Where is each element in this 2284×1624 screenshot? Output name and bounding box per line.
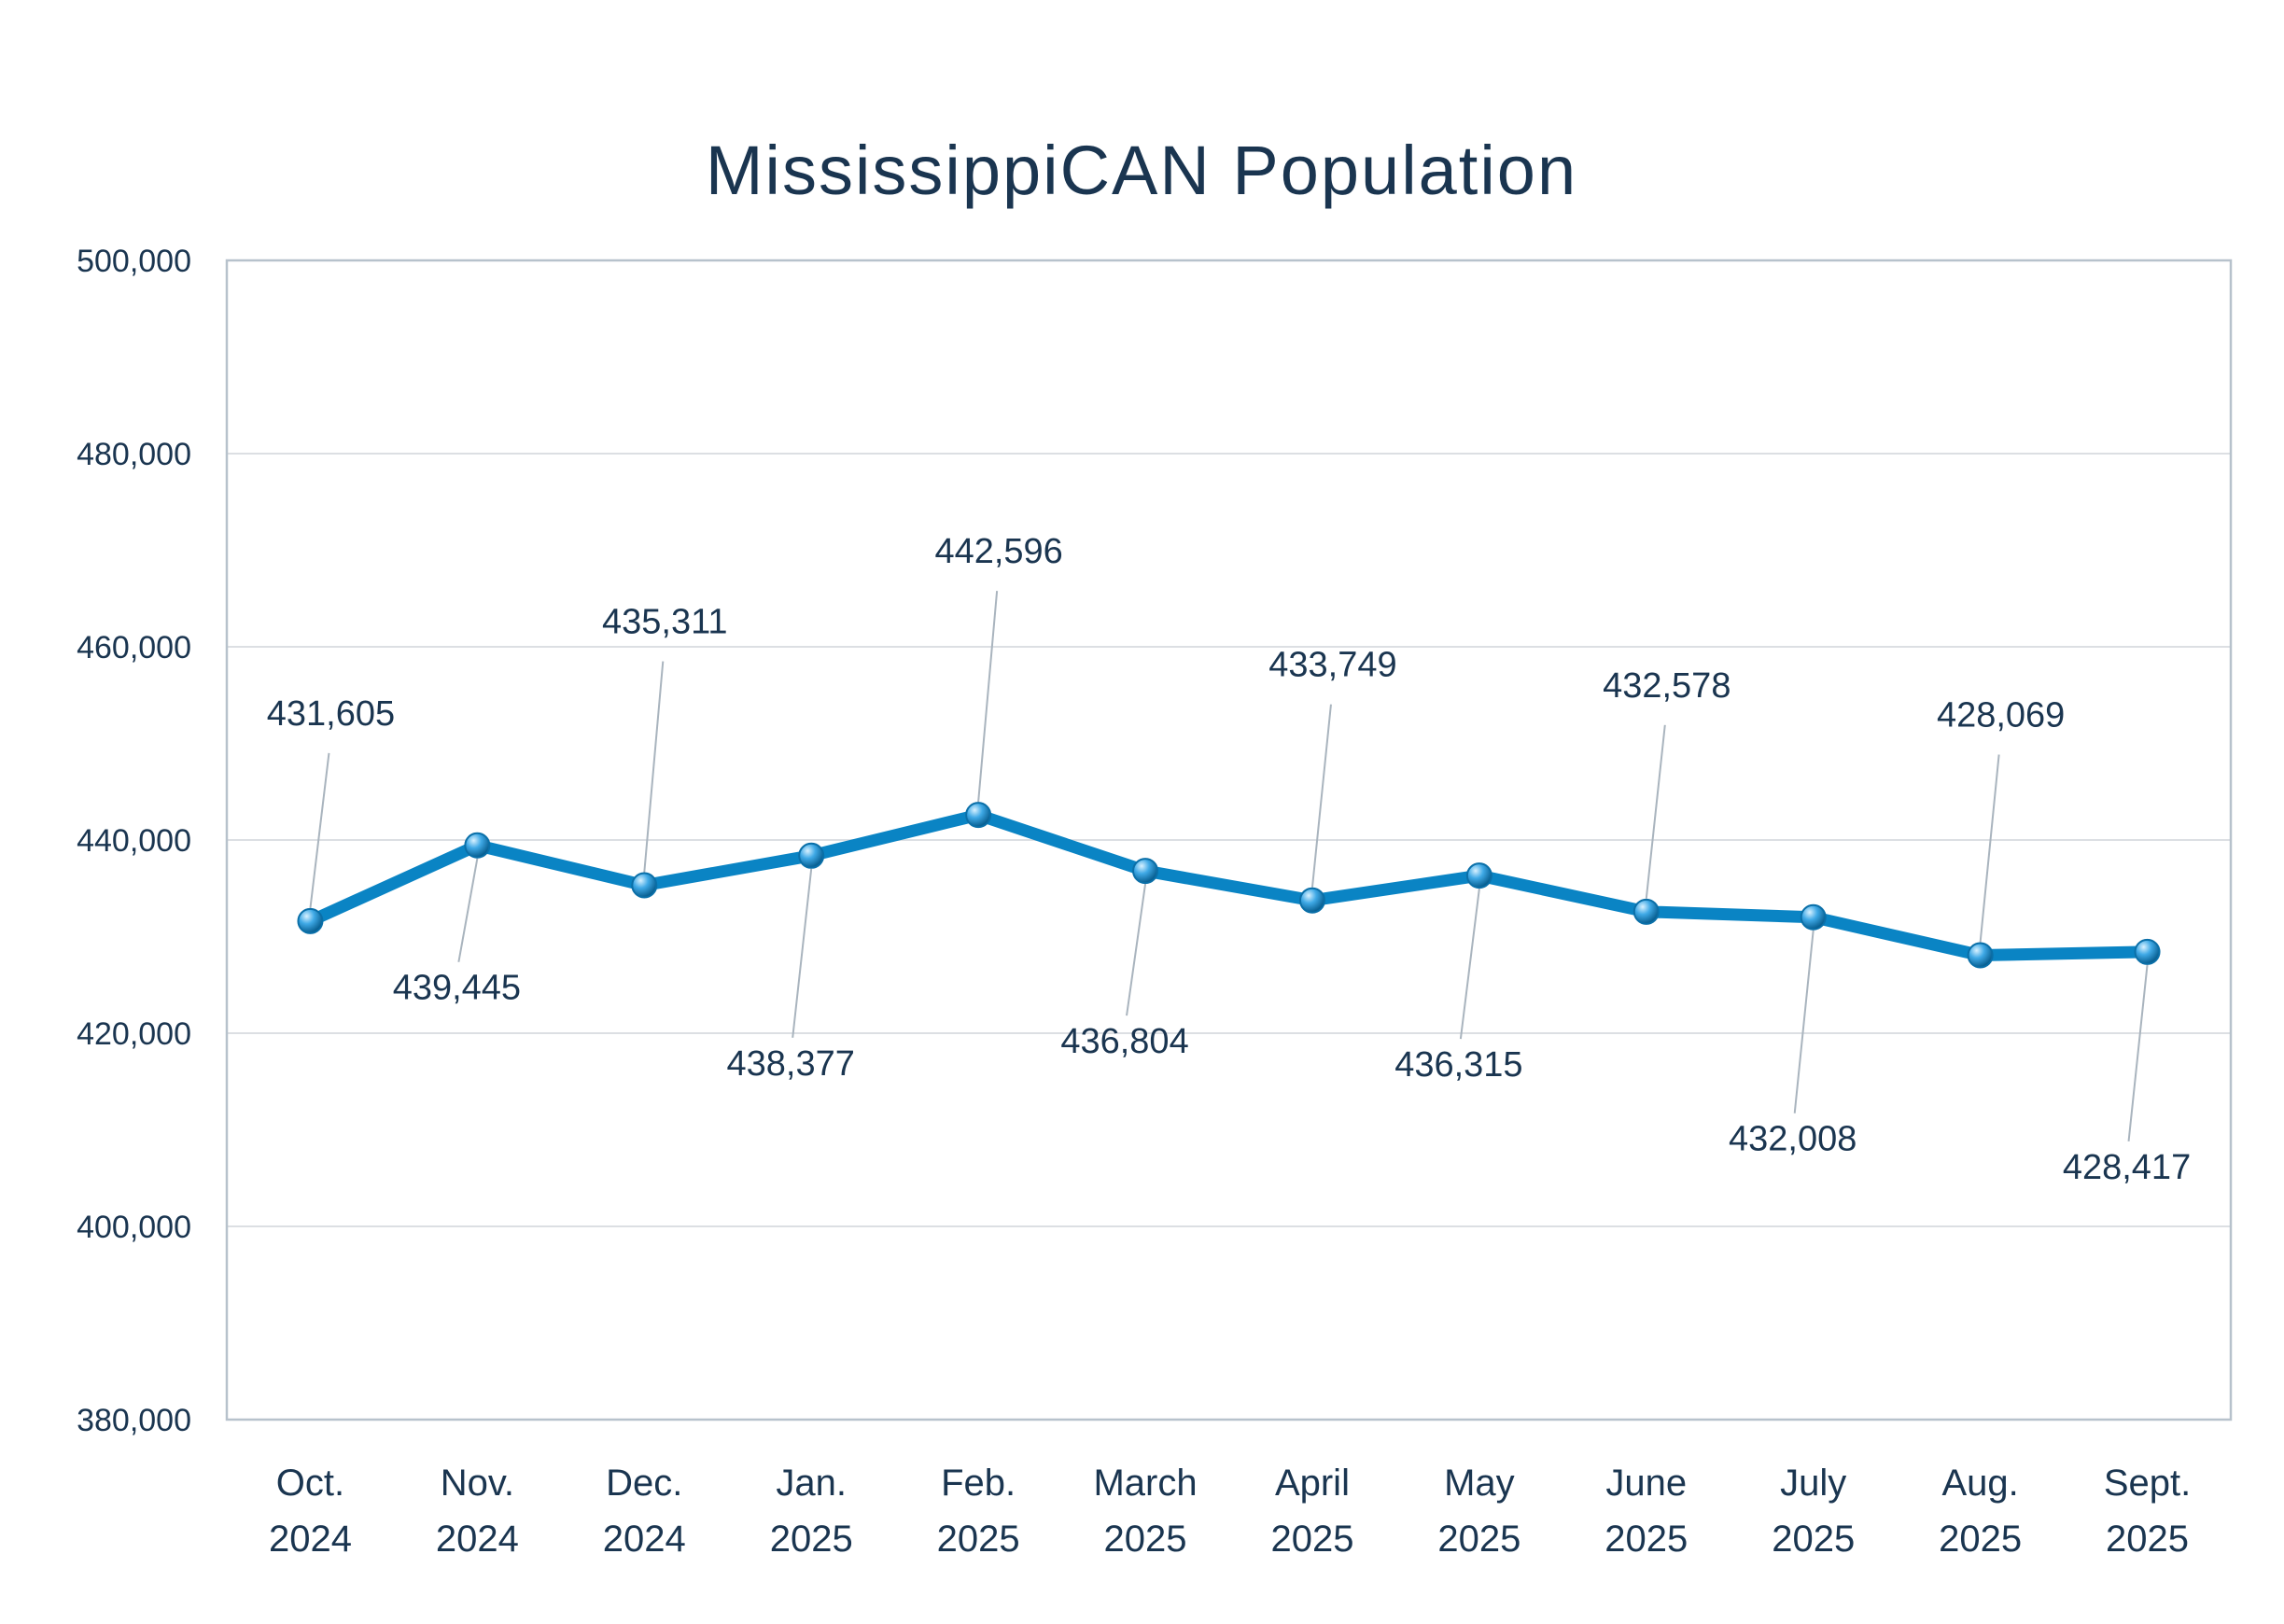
data-point [1132,858,1159,885]
data-point [1800,903,1827,931]
label-leader [1979,754,2000,943]
label-leader [977,591,999,803]
label-leader [1126,883,1147,1016]
y-axis: 380,000 400,000 420,000 440,000 460,000 480,0… [77,244,191,1438]
x-tick-label: Sept. 2025 [2104,1463,2191,1560]
data-point [2134,938,2161,965]
data-point [1967,942,1994,969]
label-leader [1459,889,1480,1040]
y-tick-label: 400,000 [77,1210,191,1245]
y-tick-label: 440,000 [77,823,191,859]
x-tick-label: Nov. 2024 [436,1463,519,1560]
y-tick-label: 380,000 [77,1403,191,1438]
data-label: 436,315 [1394,1045,1522,1085]
data-label: 428,417 [2063,1148,2191,1187]
x-tick-label: May 2025 [1437,1463,1520,1560]
data-label: 432,578 [1603,666,1731,706]
x-tick-label: Feb. 2025 [937,1463,1020,1560]
y-tick-label: 420,000 [77,1016,191,1052]
gridlines [227,453,2231,1227]
data-label: 433,749 [1268,646,1396,685]
data-point [1632,898,1660,925]
label-leader [643,661,665,873]
data-label: 442,596 [934,532,1062,571]
data-labels: 431,605 439,445 435,311 438,377 442,596 436,8… [267,532,2191,1187]
data-label: 435,311 [602,603,728,642]
label-leader [1310,704,1332,888]
y-tick-label: 480,000 [77,437,191,472]
x-tick-label: Jan. 2025 [770,1463,853,1560]
data-point [798,842,825,869]
data-point [464,832,491,859]
y-tick-label: 460,000 [77,630,191,665]
data-point [1298,887,1325,914]
series-line [303,808,2154,961]
data-label: 438,377 [727,1044,855,1084]
data-label: 432,008 [1729,1120,1857,1159]
x-tick-label: Aug. 2025 [1939,1463,2022,1560]
label-leader [1645,724,1666,899]
series-line-path [303,808,2154,961]
x-tick-label: July 2025 [1772,1463,1855,1560]
label-leader [309,752,330,909]
x-axis: Oct. 2024 Nov. 2024 Dec. 2024 Jan. 2025 Feb. 2025… [269,1463,2191,1560]
x-tick-label: Dec. 2024 [603,1463,686,1560]
x-tick-label: April 2025 [1270,1463,1353,1560]
label-leader [1793,930,1815,1113]
series-markers [297,802,2161,969]
x-tick-label: March 2025 [1093,1463,1197,1560]
label-leaders [309,591,2149,1141]
data-label: 436,804 [1060,1022,1188,1061]
data-point [1465,862,1492,889]
data-point [297,907,324,934]
data-label: 439,445 [393,969,521,1008]
x-tick-label: June 2025 [1604,1463,1688,1560]
data-point [965,802,992,829]
plot-frame [225,259,2233,1421]
label-leader [457,858,479,962]
label-leader [792,868,813,1038]
x-tick-label: Oct. 2024 [269,1463,352,1560]
label-leader [2127,964,2149,1141]
chart-title: MississippiCAN Population [706,132,1577,209]
y-tick-label: 500,000 [77,244,191,279]
data-point [631,872,658,899]
data-label: 428,069 [1937,695,2065,735]
data-label: 431,605 [267,694,395,734]
